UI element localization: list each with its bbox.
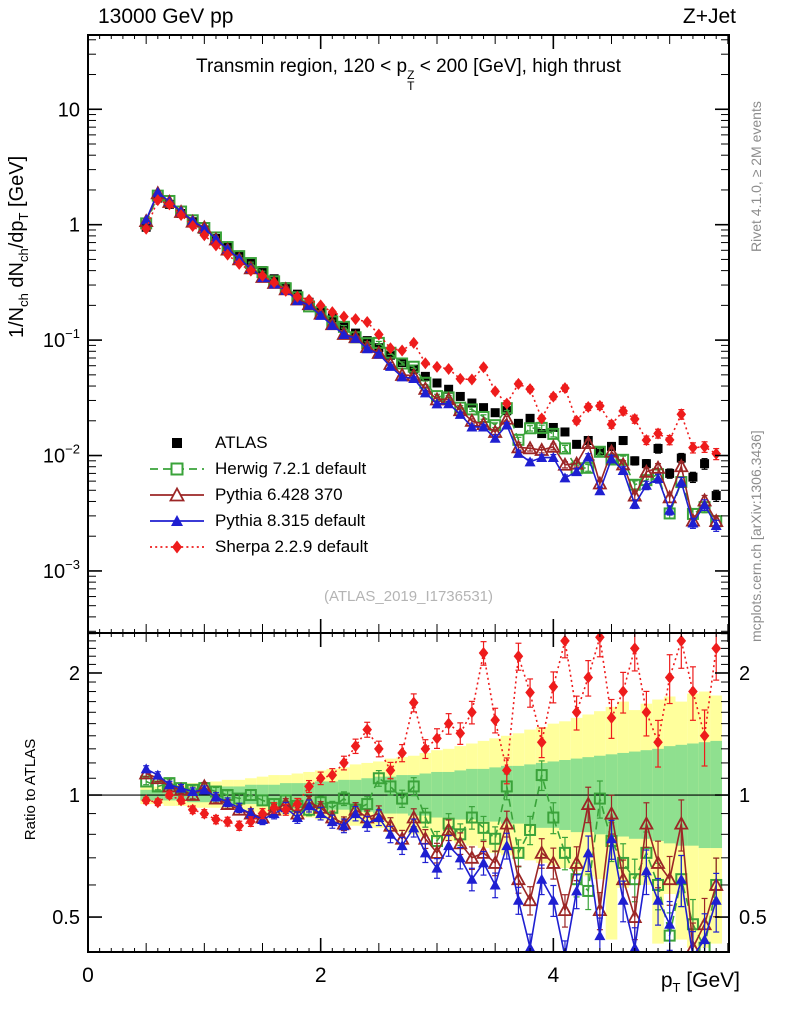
plot-frames (87, 34, 730, 953)
svg-text:10−3: 10−3 (43, 557, 80, 583)
analysis-id-watermark: (ATLAS_2019_I1736531) (323, 588, 493, 605)
pythia6-marker-icon (148, 485, 206, 505)
tick-labels: 10 1 10−1 10−2 10−3 0.5 0.5 1 1 2 2 0 2 4 (43, 99, 767, 987)
legend-label: ATLAS (215, 433, 268, 452)
legend: ATLAS Herwig 7.2.1 default Pythia 6.428 … (148, 430, 368, 560)
pythia8-marker-icon (148, 511, 206, 531)
sherpa-marker-icon (148, 537, 206, 557)
ratio-y-axis-label: Ratio to ATLAS (22, 738, 39, 841)
legend-item-pythia8: Pythia 8.315 default (148, 508, 368, 534)
legend-label: Sherpa 2.2.9 default (215, 537, 369, 556)
legend-label: Pythia 6.428 370 (215, 485, 343, 504)
svg-text:1: 1 (69, 215, 80, 237)
svg-text:4: 4 (547, 964, 559, 987)
mcplots-arxiv-note: mcplots.cern.ch [arXiv:1306.3436] (748, 430, 764, 642)
atlas-marker-icon (148, 433, 206, 453)
process-label: Z+Jet (682, 5, 736, 28)
x-axis-label: pT [GeV] (660, 969, 740, 996)
svg-text:0.5: 0.5 (52, 907, 80, 929)
axis-ticks (87, 35, 729, 952)
svg-text:1: 1 (69, 785, 80, 807)
svg-text:2: 2 (69, 663, 80, 685)
stat-uncertainty-band (466, 768, 478, 820)
svg-text:10−2: 10−2 (43, 442, 80, 468)
svg-text:2: 2 (739, 663, 750, 685)
legend-item-atlas: ATLAS (148, 430, 368, 456)
legend-item-herwig: Herwig 7.2.1 default (148, 456, 368, 482)
herwig-marker-icon (148, 459, 206, 479)
series-sherpa-ratio (141, 633, 722, 832)
svg-text:0.5: 0.5 (739, 907, 767, 929)
svg-text:0: 0 (82, 964, 94, 987)
stat-uncertainty-band (326, 781, 339, 810)
svg-text:10−1: 10−1 (43, 326, 80, 352)
svg-text:10: 10 (58, 99, 80, 121)
legend-label: Herwig 7.2.1 default (215, 459, 367, 478)
series-sherpa-main (141, 194, 722, 461)
rivet-version-note: Rivet 4.1.0, ≥ 2M events (748, 101, 764, 252)
legend-item-pythia6: Pythia 6.428 370 (148, 482, 368, 508)
svg-text:2: 2 (315, 964, 327, 987)
main-y-axis-label: 1/Nch dNch/dpT [GeV] (6, 155, 31, 338)
legend-label: Pythia 8.315 default (215, 511, 366, 530)
legend-item-sherpa: Sherpa 2.2.9 default (148, 534, 368, 560)
svg-text:1: 1 (739, 785, 750, 807)
beam-energy-label: 13000 GeV pp (98, 5, 234, 28)
